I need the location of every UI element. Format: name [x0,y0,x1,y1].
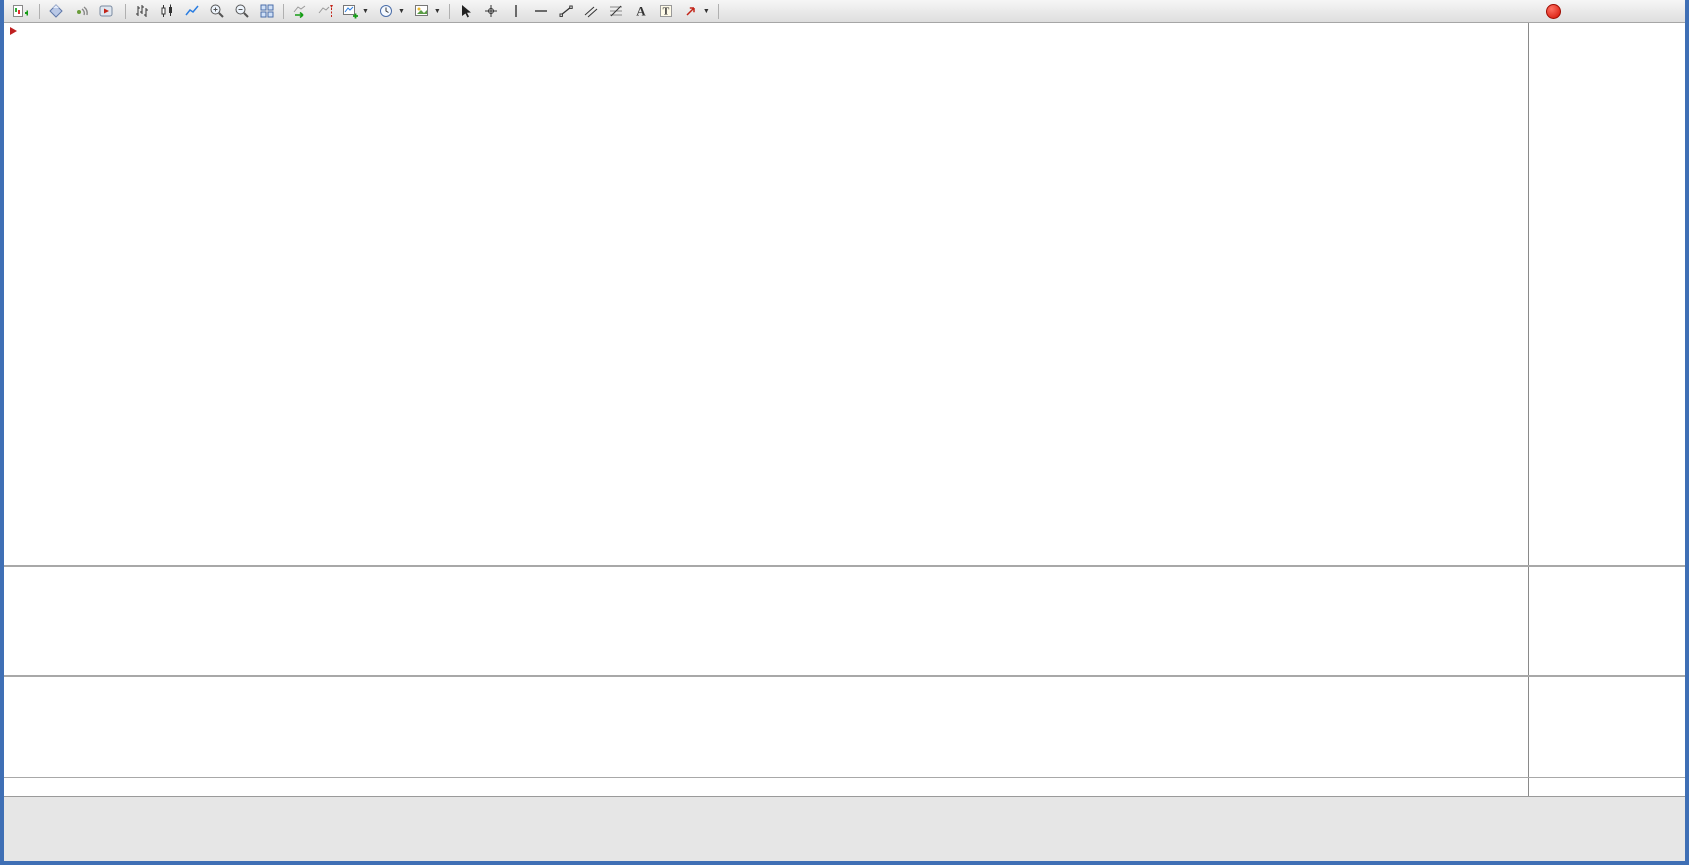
autotrading-icon [98,3,114,19]
toolbar-separator [717,3,719,19]
new-order-button[interactable] [8,1,35,21]
vertical-line-button[interactable] [504,1,528,21]
dropdown-caret-icon: ▼ [433,7,441,15]
line-chart-icon [184,3,200,19]
tile-windows-icon [259,3,275,19]
cursor-icon [458,3,474,19]
arrows-button[interactable]: ▼ [679,1,714,21]
chart-shift-icon [317,3,333,19]
status-area [4,796,1685,861]
macd-indicator-label [10,571,22,582]
panel-separator[interactable] [4,565,1685,567]
zoom-in-button[interactable] [205,1,229,21]
ohlc-bars-icon [134,3,150,19]
candles-icon [159,3,175,19]
channel-icon [583,3,599,19]
new-chart-icon [342,3,358,19]
vertical-line-icon [508,3,524,19]
trendline-button[interactable] [554,1,578,21]
toolbar-separator [125,3,126,19]
macd-panel[interactable] [4,567,1528,675]
zoom-in-icon [209,3,225,19]
rsi-panel[interactable] [4,677,1528,777]
text-label-icon: T [658,3,674,19]
trendline-icon [558,3,574,19]
diamond-icon [48,3,64,19]
main-toolbar: ▼ ▼ ▼ A T ▼ [4,0,1685,23]
line-chart-button[interactable] [180,1,204,21]
text-icon: A [633,3,649,19]
signal-waves-icon [73,3,89,19]
zoom-out-button[interactable] [230,1,254,21]
chart-shift-button[interactable] [313,1,337,21]
horizontal-line-icon [533,3,549,19]
text-button[interactable]: A [629,1,653,21]
clock-icon [378,3,394,19]
bar-chart-button[interactable] [130,1,154,21]
chart-area [4,23,1685,796]
dropdown-caret-icon: ▼ [362,7,369,15]
crosshair-button[interactable] [479,1,503,21]
periods-button[interactable]: ▼ [374,1,409,21]
notification-badge[interactable] [1546,3,1561,19]
auto-scroll-icon [292,3,308,19]
channel-button[interactable] [579,1,603,21]
text-label-button[interactable]: T [654,1,678,21]
rsi-indicator-label [10,681,16,692]
svg-text:A: A [636,4,646,19]
fibonacci-button[interactable] [604,1,628,21]
crosshair-icon [483,3,499,19]
toolbar-separator [283,3,284,19]
chart-title [10,27,27,35]
time-axis[interactable] [4,778,1528,796]
metaeditor-button[interactable] [44,1,68,21]
new-order-icon [12,3,28,19]
toolbar-separator [448,3,450,19]
cursor-button[interactable] [454,1,478,21]
candlestick-button[interactable] [155,1,179,21]
autotrading-button[interactable] [94,1,121,21]
tile-windows-button[interactable] [255,1,279,21]
panel-separator[interactable] [4,675,1685,677]
price-chart[interactable] [4,23,1528,565]
template-icon [414,3,430,19]
zoom-out-icon [234,3,250,19]
auto-scroll-button[interactable] [288,1,312,21]
panel-separator [4,777,1685,778]
plot-column [4,23,1528,796]
new-chart-button[interactable]: ▼ [338,1,373,21]
community-button[interactable] [69,1,93,21]
svg-text:T: T [662,7,669,18]
horizontal-line-button[interactable] [529,1,553,21]
arrow-objects-icon [683,3,699,19]
fibonacci-icon [608,3,624,19]
dropdown-caret-icon: ▼ [702,7,710,15]
price-axis[interactable] [1528,23,1685,796]
symbol-marker-icon [10,27,17,35]
templates-button[interactable]: ▼ [410,1,445,21]
dropdown-caret-icon: ▼ [397,7,405,15]
toolbar-separator [39,3,40,19]
